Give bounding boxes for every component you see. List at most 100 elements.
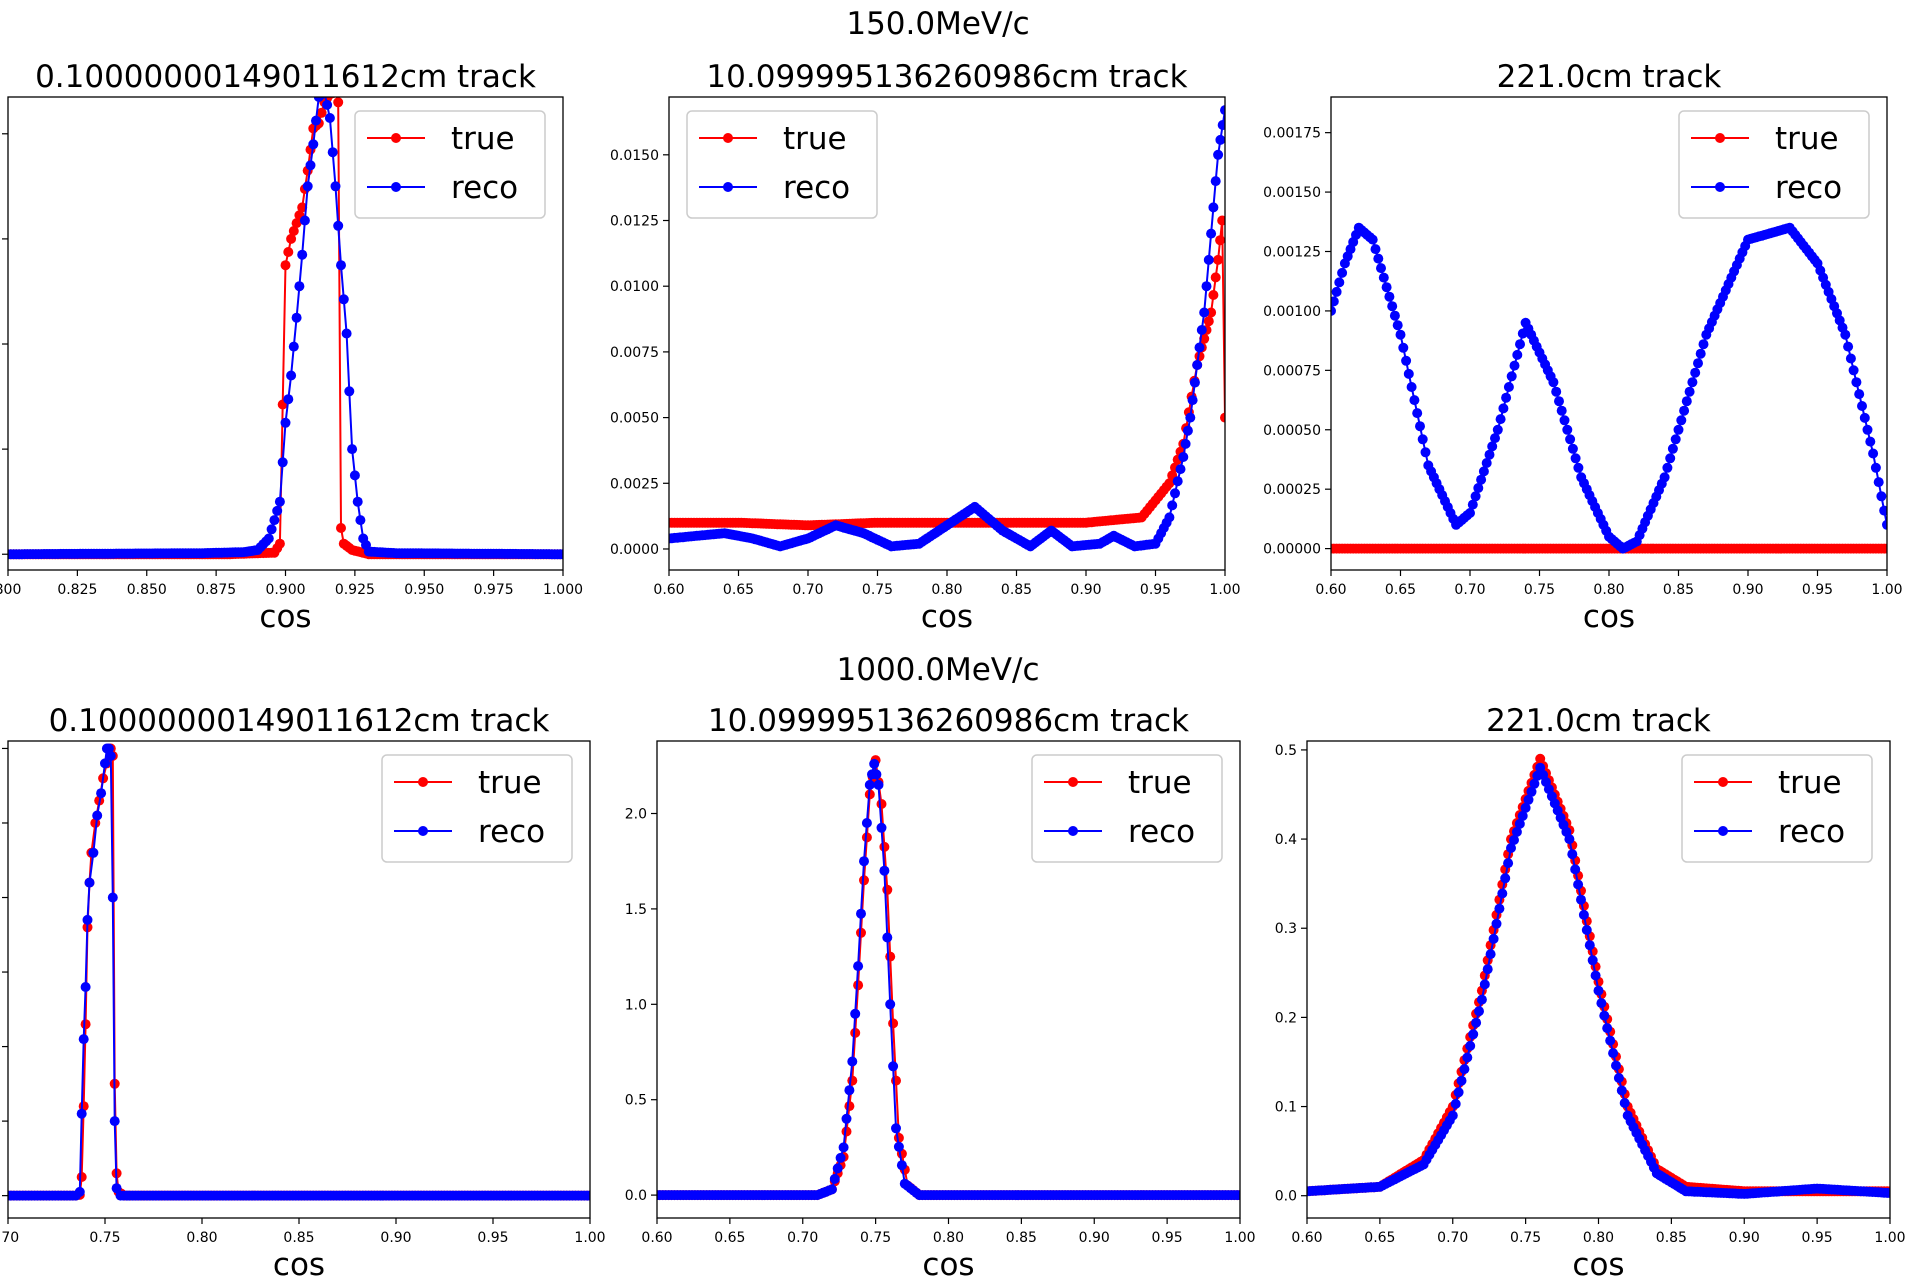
data-point-reco (896, 1160, 907, 1171)
x-tick-label: 0.75 (89, 1230, 120, 1246)
data-point-reco (1605, 1035, 1616, 1046)
x-tick-label: 0.75 (1524, 582, 1555, 598)
data-point-reco (1515, 339, 1525, 350)
data-point-reco (1487, 441, 1498, 452)
data-point-reco (1565, 434, 1576, 445)
y-tick-label: 0.0075 (610, 345, 659, 361)
data-point-true (1215, 235, 1225, 246)
x-tick-label: 0.65 (1364, 1230, 1395, 1246)
legend-label-reco: reco (451, 170, 518, 206)
data-point-reco (1395, 329, 1406, 340)
data-point-reco (327, 147, 338, 158)
data-point-reco (338, 294, 349, 305)
x-tick-label: 0.95 (1140, 582, 1171, 598)
x-tick-label: 0.85 (1001, 582, 1032, 598)
data-point-reco (1376, 263, 1386, 274)
data-point-reco (111, 1183, 122, 1194)
data-point-true (280, 260, 291, 271)
data-point-reco (1398, 342, 1409, 353)
x-tick-label: 0.85 (283, 1230, 314, 1246)
data-point-reco (1611, 1060, 1621, 1071)
x-tick-label: 0.85 (1663, 582, 1694, 598)
data-point-reco (1667, 443, 1678, 454)
data-point-true (286, 233, 297, 244)
data-point-reco (876, 822, 887, 833)
legend-label-true: true (451, 121, 515, 157)
data-point-reco (1488, 933, 1499, 944)
data-point-true (1206, 307, 1217, 318)
data-point-reco (1506, 843, 1516, 853)
data-point-reco (850, 1008, 861, 1019)
legend-marker-reco (1718, 826, 1728, 836)
x-tick-label: 0.90 (1729, 1230, 1760, 1246)
legend: true reco (354, 110, 546, 219)
x-tick-label: 0.825 (57, 582, 97, 598)
data-point-reco (1417, 434, 1428, 445)
data-point-reco (1479, 979, 1490, 990)
data-point-reco (1509, 360, 1520, 371)
data-point-reco (873, 779, 884, 790)
data-point-reco (1206, 228, 1217, 239)
data-point-true (1882, 543, 1887, 554)
plot-area (8, 97, 563, 560)
data-point-reco (1467, 499, 1478, 510)
data-point-reco (1478, 466, 1489, 477)
data-point-reco (1465, 508, 1475, 518)
data-point-reco (84, 877, 95, 888)
data-point-reco (1220, 105, 1225, 116)
data-point-reco (1843, 341, 1854, 352)
x-tick-label: 0.80 (933, 1230, 964, 1246)
data-point-reco (1551, 386, 1562, 397)
legend-label-true: true (1775, 121, 1839, 157)
data-point-reco (1470, 491, 1481, 502)
y-tick-label: 1.0 (625, 997, 647, 1013)
row-title-top: 150.0MeV/c (846, 6, 1029, 42)
data-point-reco (1520, 802, 1531, 813)
data-point-reco (1401, 355, 1412, 366)
data-point-reco (1587, 955, 1598, 966)
data-point-reco (283, 394, 294, 405)
data-point-reco (1456, 1075, 1467, 1086)
legend-label-reco: reco (478, 814, 545, 850)
data-point-reco (105, 750, 116, 761)
legend-label-reco: reco (1775, 170, 1842, 206)
data-point-reco (1576, 894, 1586, 905)
x-tick-label: 0.80 (1583, 1230, 1614, 1246)
data-point-reco (263, 533, 274, 544)
data-point-true (283, 247, 294, 257)
data-point-reco (1556, 405, 1567, 416)
data-point-reco (1503, 858, 1514, 869)
data-point-reco (1526, 786, 1537, 797)
data-point-reco (1217, 120, 1225, 130)
data-point-reco (1482, 964, 1493, 975)
data-point-reco (355, 515, 366, 526)
data-point-reco (1208, 202, 1219, 213)
data-point-reco (1497, 888, 1508, 899)
x-tick-label: 0.60 (641, 1230, 672, 1246)
data-point-reco (1679, 405, 1690, 416)
data-point-reco (1465, 1040, 1476, 1051)
data-point-reco (1596, 998, 1607, 1009)
data-point-reco (869, 758, 880, 769)
data-point-reco (308, 139, 319, 150)
data-point-reco (1665, 453, 1676, 464)
data-point-reco (1185, 412, 1196, 423)
chart-panel: 221.0cm track 0.60 0.65 0.70 0.75 0.80 0.85 0.9… (1275, 703, 1906, 1281)
data-point-reco (1473, 483, 1484, 493)
legend: true reco (1678, 110, 1870, 219)
data-point-reco (266, 524, 277, 535)
data-point-reco (1468, 1029, 1479, 1040)
data-point-reco (1882, 519, 1887, 530)
data-point-reco (1210, 176, 1221, 187)
data-point-reco (1662, 462, 1673, 473)
data-point-true (1203, 316, 1214, 327)
data-point-true (847, 1075, 858, 1086)
data-point-true (90, 818, 101, 828)
data-point-reco (1492, 424, 1503, 435)
data-point-reco (1693, 358, 1703, 369)
x-tick-label: 0.85 (1656, 1230, 1687, 1246)
data-point-reco (1459, 1064, 1470, 1075)
data-point-reco (838, 1142, 849, 1153)
data-point-reco (1192, 360, 1203, 370)
row-title-bottom: 1000.0MeV/c (837, 652, 1040, 688)
